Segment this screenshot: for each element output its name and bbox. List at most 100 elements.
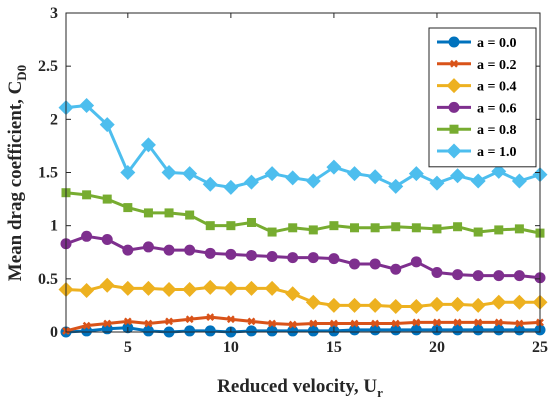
data-point [245, 325, 257, 337]
data-point [307, 252, 319, 264]
data-point [79, 283, 95, 299]
data-point [102, 194, 112, 204]
data-point [326, 297, 342, 313]
data-point [144, 319, 153, 328]
data-point [285, 170, 301, 186]
data-point [493, 270, 505, 282]
x-tick-label: 10 [223, 339, 239, 356]
axes: 5 10 15 20 25 0 0.5 1 1.5 2 2.5 3 [38, 5, 548, 356]
data-point [165, 317, 173, 326]
data-point [390, 324, 402, 336]
data-point [431, 266, 443, 278]
data-point [182, 166, 198, 182]
data-point [410, 256, 422, 268]
data-point [408, 298, 424, 314]
data-point [267, 227, 277, 237]
data-point [511, 294, 527, 310]
x-tick-label: 25 [532, 339, 548, 356]
data-point [184, 244, 196, 256]
y-tick-label: 2 [50, 111, 58, 128]
data-point [287, 252, 299, 264]
data-point [161, 281, 177, 297]
data-point [288, 223, 298, 233]
data-point [470, 297, 486, 313]
data-point [388, 178, 404, 194]
data-point [185, 210, 195, 220]
legend-label: a = 1.0 [477, 145, 516, 160]
legend-label: a = 0.4 [477, 80, 516, 95]
data-point [494, 318, 503, 327]
data-point [370, 223, 380, 233]
x-tick-label: 15 [326, 339, 342, 356]
legend-marker [448, 36, 460, 48]
legend-item: a = 1.0 [437, 143, 516, 160]
data-point [408, 166, 424, 182]
data-point [122, 244, 134, 256]
data-point [369, 324, 381, 336]
data-point [470, 173, 486, 189]
x-tick-label: 5 [124, 339, 132, 356]
data-point [494, 225, 504, 235]
data-point [101, 233, 113, 245]
data-point [328, 253, 340, 265]
data-point [305, 294, 321, 310]
series-line-1 [65, 315, 541, 333]
data-point [99, 117, 115, 133]
data-point [79, 98, 95, 114]
data-point [491, 294, 507, 310]
y-axis-title: Mean drag coefficient, CD0 [5, 65, 29, 281]
data-point [349, 324, 361, 336]
data-point [142, 241, 154, 253]
data-point [513, 270, 525, 282]
legend-item: a = 0.0 [437, 36, 516, 51]
data-point [120, 280, 136, 296]
data-point [288, 320, 297, 329]
data-point [350, 223, 360, 233]
data-point [453, 318, 462, 327]
data-point [309, 319, 318, 328]
y-tick-label: 2.5 [38, 58, 58, 75]
data-point [185, 315, 194, 324]
series-5 [58, 98, 548, 195]
legend-item: a = 0.2 [437, 58, 516, 73]
data-point [369, 258, 381, 270]
data-point [472, 270, 484, 282]
data-point [103, 319, 112, 328]
data-point [305, 173, 321, 189]
legend-label: a = 0.6 [477, 101, 516, 116]
data-point [349, 258, 361, 270]
x-axis-title: Reduced velocity, Ur [217, 376, 383, 400]
y-tick-label: 1.5 [38, 165, 58, 182]
series-2 [58, 277, 548, 314]
data-point [367, 297, 383, 313]
y-tick-label: 3 [50, 5, 58, 22]
data-point [432, 224, 442, 234]
data-point [308, 225, 318, 235]
data-point [163, 244, 175, 256]
data-point [513, 324, 525, 336]
data-point [390, 263, 402, 275]
data-point [411, 223, 421, 233]
data-point [142, 325, 154, 337]
legend-marker [450, 59, 458, 68]
data-point [245, 249, 257, 261]
data-point [184, 325, 196, 337]
legend-marker [449, 124, 459, 134]
data-point [473, 227, 483, 237]
legend-box [428, 27, 537, 168]
data-point [225, 248, 237, 260]
series-3 [60, 230, 546, 284]
legend-label: a = 0.8 [477, 123, 516, 138]
data-point [164, 208, 174, 218]
data-point [264, 280, 280, 296]
legend-marker [446, 78, 462, 94]
legend-item: a = 0.4 [437, 78, 516, 95]
data-point [202, 279, 218, 295]
data-point [329, 221, 339, 231]
data-point [81, 230, 93, 242]
data-point [223, 280, 239, 296]
data-point [391, 222, 401, 232]
data-point [326, 159, 342, 175]
data-point [182, 281, 198, 297]
